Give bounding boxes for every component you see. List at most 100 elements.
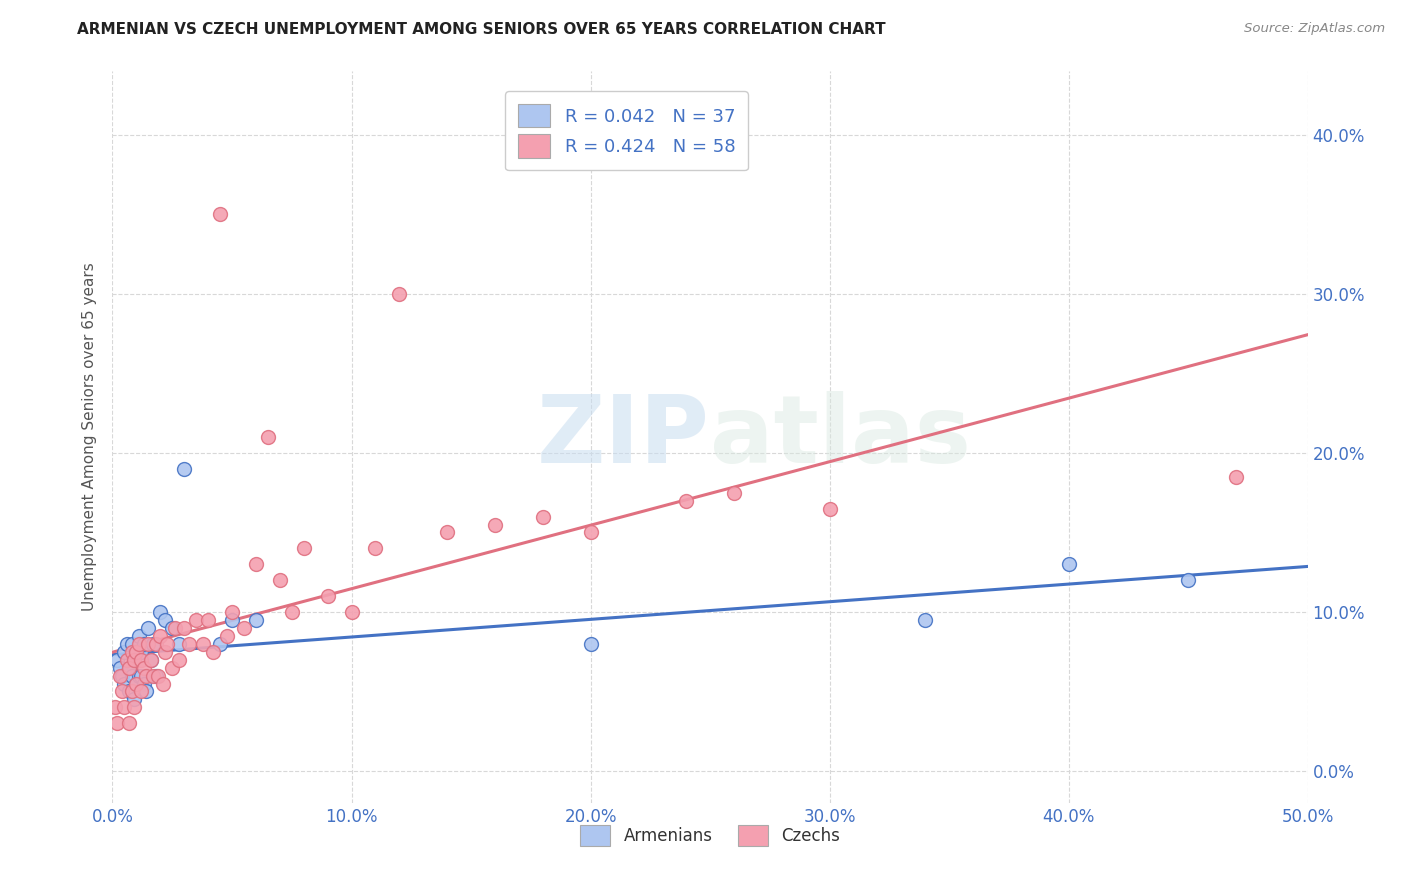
Point xyxy=(221,613,243,627)
Point xyxy=(105,653,128,667)
Point xyxy=(138,621,160,635)
Point xyxy=(128,668,150,682)
Point xyxy=(197,613,219,627)
Point xyxy=(316,589,339,603)
Point xyxy=(125,645,148,659)
Point xyxy=(292,541,315,556)
Point xyxy=(156,637,179,651)
Point xyxy=(209,207,232,221)
Point xyxy=(139,653,162,667)
Point xyxy=(1225,470,1247,484)
Point xyxy=(128,629,150,643)
Point xyxy=(436,525,458,540)
Point xyxy=(162,621,183,635)
Point xyxy=(105,716,128,731)
Point xyxy=(173,462,195,476)
Point xyxy=(217,629,239,643)
Point xyxy=(675,493,697,508)
Point xyxy=(108,660,131,674)
Point xyxy=(579,525,602,540)
Point xyxy=(245,558,267,572)
Point xyxy=(221,605,243,619)
Point xyxy=(122,653,145,667)
Point xyxy=(122,653,145,667)
Text: ARMENIAN VS CZECH UNEMPLOYMENT AMONG SENIORS OVER 65 YEARS CORRELATION CHART: ARMENIAN VS CZECH UNEMPLOYMENT AMONG SEN… xyxy=(77,22,886,37)
Point xyxy=(129,668,152,682)
Point xyxy=(340,605,363,619)
Point xyxy=(142,637,165,651)
Point xyxy=(132,676,155,690)
Point xyxy=(145,668,167,682)
Point xyxy=(121,645,143,659)
Point xyxy=(114,700,135,714)
Point xyxy=(914,613,936,627)
Point xyxy=(118,716,141,731)
Point xyxy=(111,668,134,682)
Text: atlas: atlas xyxy=(710,391,972,483)
Point xyxy=(153,645,176,659)
Point xyxy=(125,676,148,690)
Point xyxy=(1057,558,1080,572)
Point xyxy=(173,621,195,635)
Point xyxy=(104,700,127,714)
Point xyxy=(118,660,141,674)
Point xyxy=(108,668,131,682)
Point xyxy=(129,645,152,659)
Point xyxy=(118,684,141,698)
Legend: Armenians, Czechs: Armenians, Czechs xyxy=(574,818,846,853)
Point xyxy=(149,605,172,619)
Point xyxy=(484,517,506,532)
Point xyxy=(531,509,554,524)
Point xyxy=(128,637,150,651)
Point xyxy=(122,692,145,706)
Point xyxy=(152,676,174,690)
Text: ZIP: ZIP xyxy=(537,391,710,483)
Point xyxy=(115,653,138,667)
Point xyxy=(257,430,280,444)
Point xyxy=(169,637,191,651)
Point xyxy=(121,684,143,698)
Point xyxy=(233,621,256,635)
Point xyxy=(122,700,145,714)
Point xyxy=(723,485,745,500)
Point xyxy=(201,645,224,659)
Point xyxy=(142,668,165,682)
Point xyxy=(138,637,160,651)
Point xyxy=(129,653,152,667)
Text: Source: ZipAtlas.com: Source: ZipAtlas.com xyxy=(1244,22,1385,36)
Point xyxy=(579,637,602,651)
Point xyxy=(114,676,135,690)
Point xyxy=(388,287,411,301)
Point xyxy=(269,573,291,587)
Point xyxy=(364,541,387,556)
Point xyxy=(818,501,841,516)
Point xyxy=(118,660,141,674)
Point xyxy=(177,637,200,651)
Point xyxy=(209,637,232,651)
Point xyxy=(139,653,162,667)
Point xyxy=(146,668,169,682)
Point xyxy=(125,645,148,659)
Point xyxy=(115,637,138,651)
Point xyxy=(193,637,215,651)
Y-axis label: Unemployment Among Seniors over 65 years: Unemployment Among Seniors over 65 years xyxy=(82,263,97,611)
Point xyxy=(245,613,267,627)
Point xyxy=(132,660,155,674)
Point xyxy=(145,637,167,651)
Point xyxy=(281,605,304,619)
Point xyxy=(163,621,186,635)
Point xyxy=(162,660,183,674)
Point xyxy=(114,645,135,659)
Point xyxy=(125,676,148,690)
Point xyxy=(186,613,208,627)
Point xyxy=(111,684,134,698)
Point xyxy=(135,684,157,698)
Point xyxy=(169,653,191,667)
Point xyxy=(1177,573,1199,587)
Point xyxy=(129,684,152,698)
Point xyxy=(135,668,157,682)
Point xyxy=(153,613,176,627)
Point xyxy=(149,629,172,643)
Point xyxy=(121,637,143,651)
Point xyxy=(121,668,143,682)
